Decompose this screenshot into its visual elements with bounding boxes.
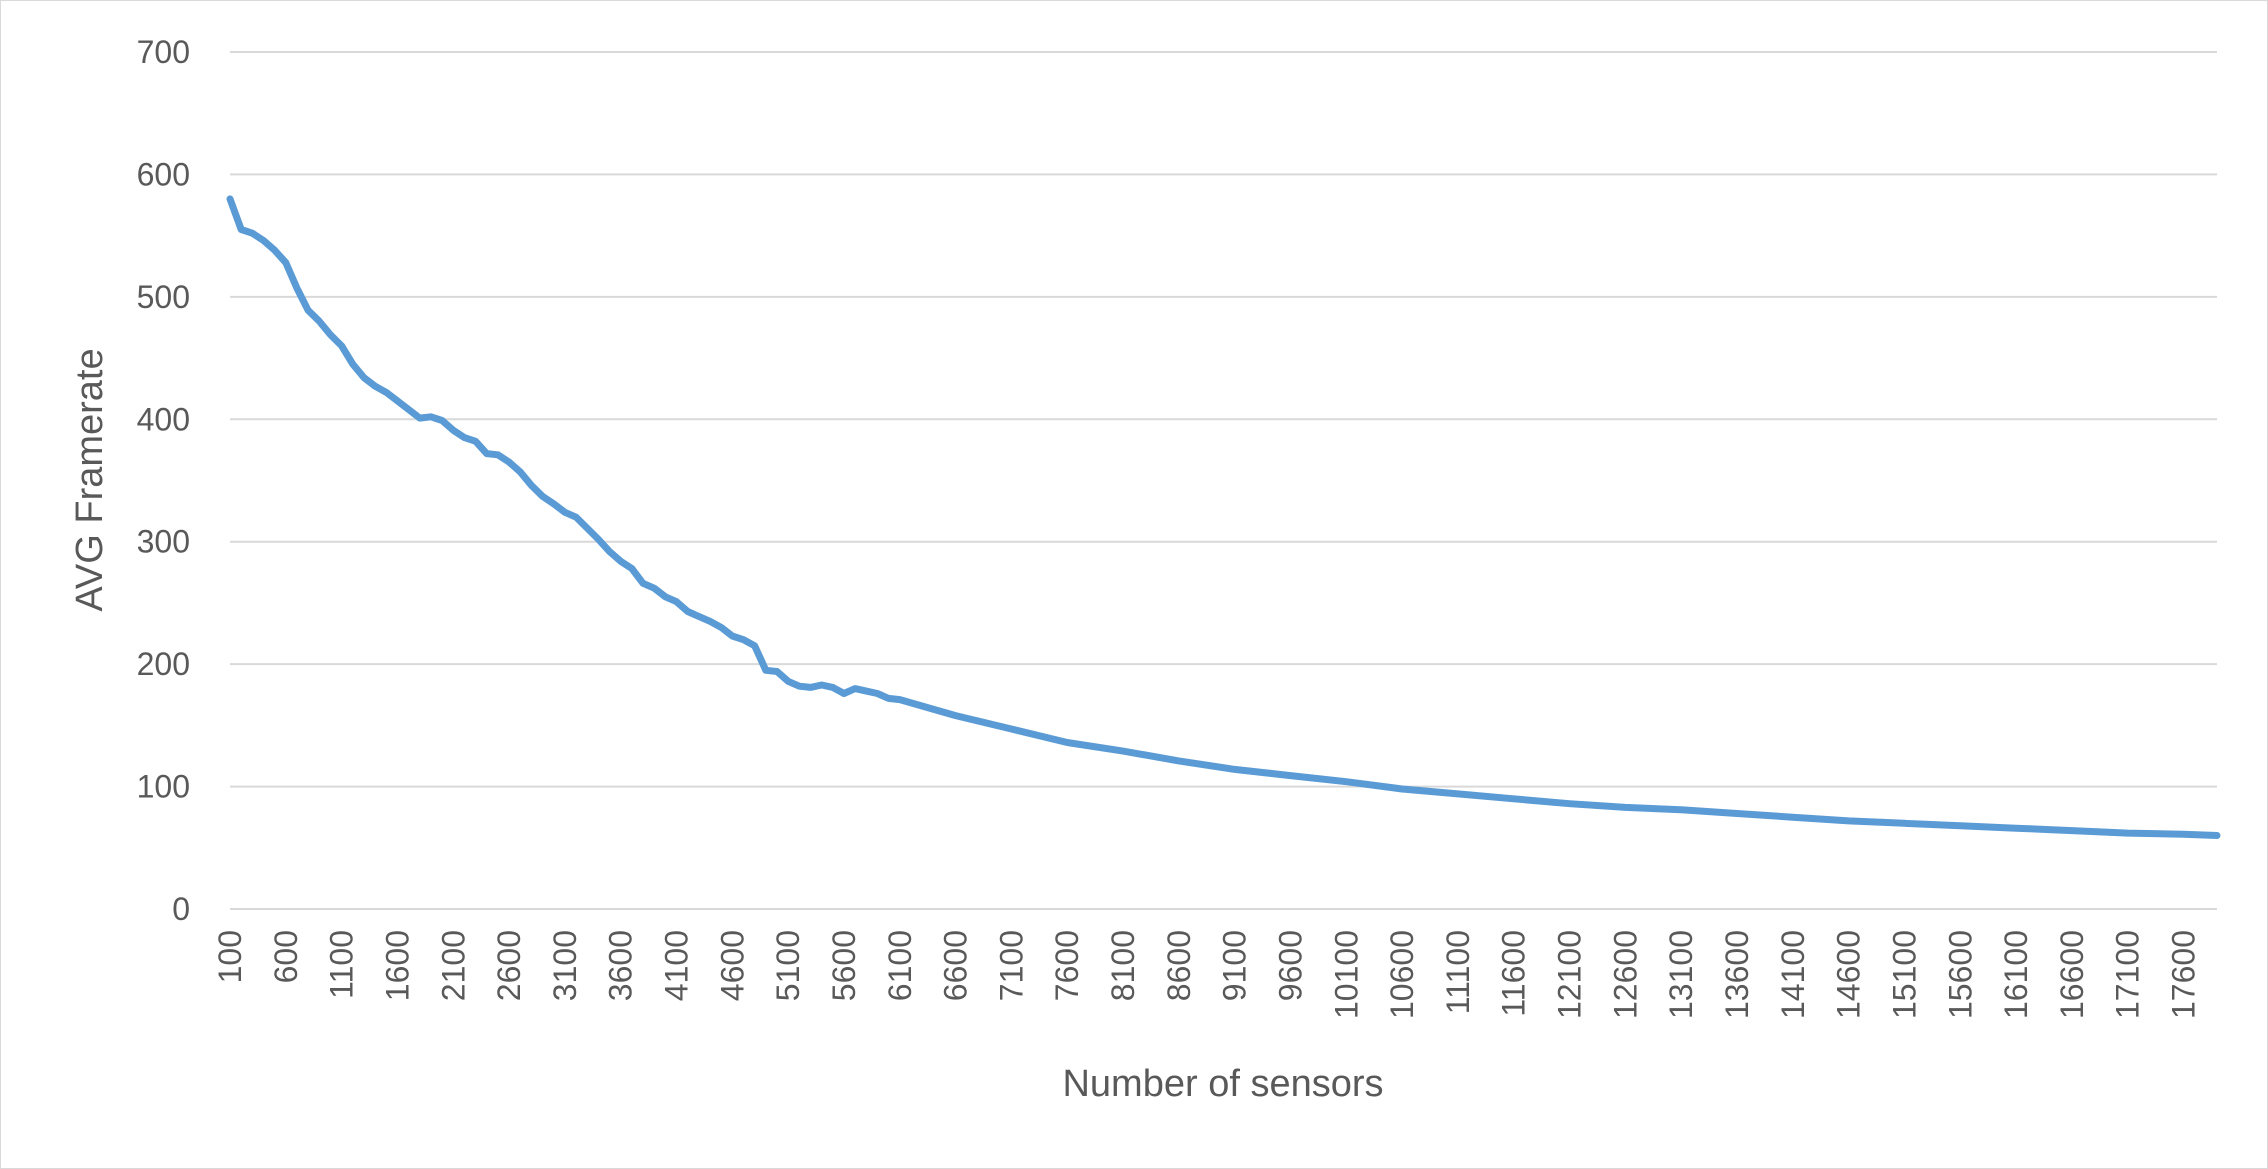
x-tick-label: 2600 <box>491 930 527 1001</box>
y-tick-label: 500 <box>137 279 190 315</box>
x-tick-label: 10600 <box>1384 930 1420 1019</box>
y-tick-label: 100 <box>137 769 190 805</box>
x-tick-label: 1600 <box>379 930 415 1001</box>
x-tick-label: 11600 <box>1496 930 1532 1017</box>
x-tick-label: 6100 <box>882 930 918 1001</box>
x-tick-label: 8100 <box>1105 930 1141 1001</box>
x-tick-label: 12600 <box>1607 930 1643 1019</box>
x-tick-label: 2100 <box>435 930 471 1001</box>
x-tick-label: 4600 <box>714 930 750 1001</box>
x-tick-label: 17600 <box>2166 930 2202 1019</box>
x-tick-label: 15100 <box>1886 930 1922 1019</box>
x-tick-label: 1100 <box>324 930 360 999</box>
x-tick-label: 9600 <box>1272 930 1308 1001</box>
y-tick-label: 700 <box>137 34 190 70</box>
x-tick-label: 9100 <box>1217 930 1253 1001</box>
y-axis-title: AVG Framerate <box>69 348 111 611</box>
x-tick-label: 5100 <box>770 930 806 1001</box>
x-tick-label: 7600 <box>1049 930 1085 1001</box>
x-tick-label: 7100 <box>993 930 1029 1001</box>
gridlines <box>230 51 2217 910</box>
y-tick-label: 0 <box>172 891 190 927</box>
x-tick-label: 14600 <box>1831 930 1867 1019</box>
x-tick-label: 13100 <box>1663 930 1699 1019</box>
y-tick-label: 400 <box>137 401 190 437</box>
x-tick-label: 14100 <box>1775 930 1811 1019</box>
x-axis-title: Number of sensors <box>1062 1063 1383 1105</box>
x-tick-label: 17100 <box>2110 930 2146 1019</box>
x-tick-label: 5600 <box>826 930 862 1001</box>
y-tick-label: 600 <box>137 156 190 192</box>
series-line-0 <box>226 195 2221 839</box>
x-tick-label: 3600 <box>603 930 639 1001</box>
x-tick-label: 10100 <box>1328 930 1364 1019</box>
x-tick-label: 6600 <box>938 930 974 1001</box>
x-tick-label: 16600 <box>2054 930 2090 1019</box>
y-tick-label: 200 <box>137 646 190 682</box>
x-tick-label: 13600 <box>1719 930 1755 1019</box>
x-tick-label: 11100 <box>1440 930 1476 1014</box>
x-tick-label: 4100 <box>659 930 695 1001</box>
x-tick-label: 12100 <box>1552 930 1588 1019</box>
series-layer <box>226 195 2221 839</box>
x-tick-label: 8600 <box>1161 930 1197 1001</box>
x-tick-label: 16100 <box>1998 930 2034 1019</box>
y-axis-ticks: 0 100 200 300 400 500 600 700 <box>137 34 190 927</box>
x-tick-label: 15600 <box>1942 930 1978 1019</box>
y-tick-label: 300 <box>137 524 190 560</box>
x-tick-label: 100 <box>212 930 248 983</box>
x-tick-label: 600 <box>268 930 304 983</box>
x-tick-label: 3100 <box>547 930 583 1001</box>
x-axis-ticks: 100 600 1100 1600 2100 2600 3100 3600 4100 4600 51… <box>212 930 2202 1019</box>
